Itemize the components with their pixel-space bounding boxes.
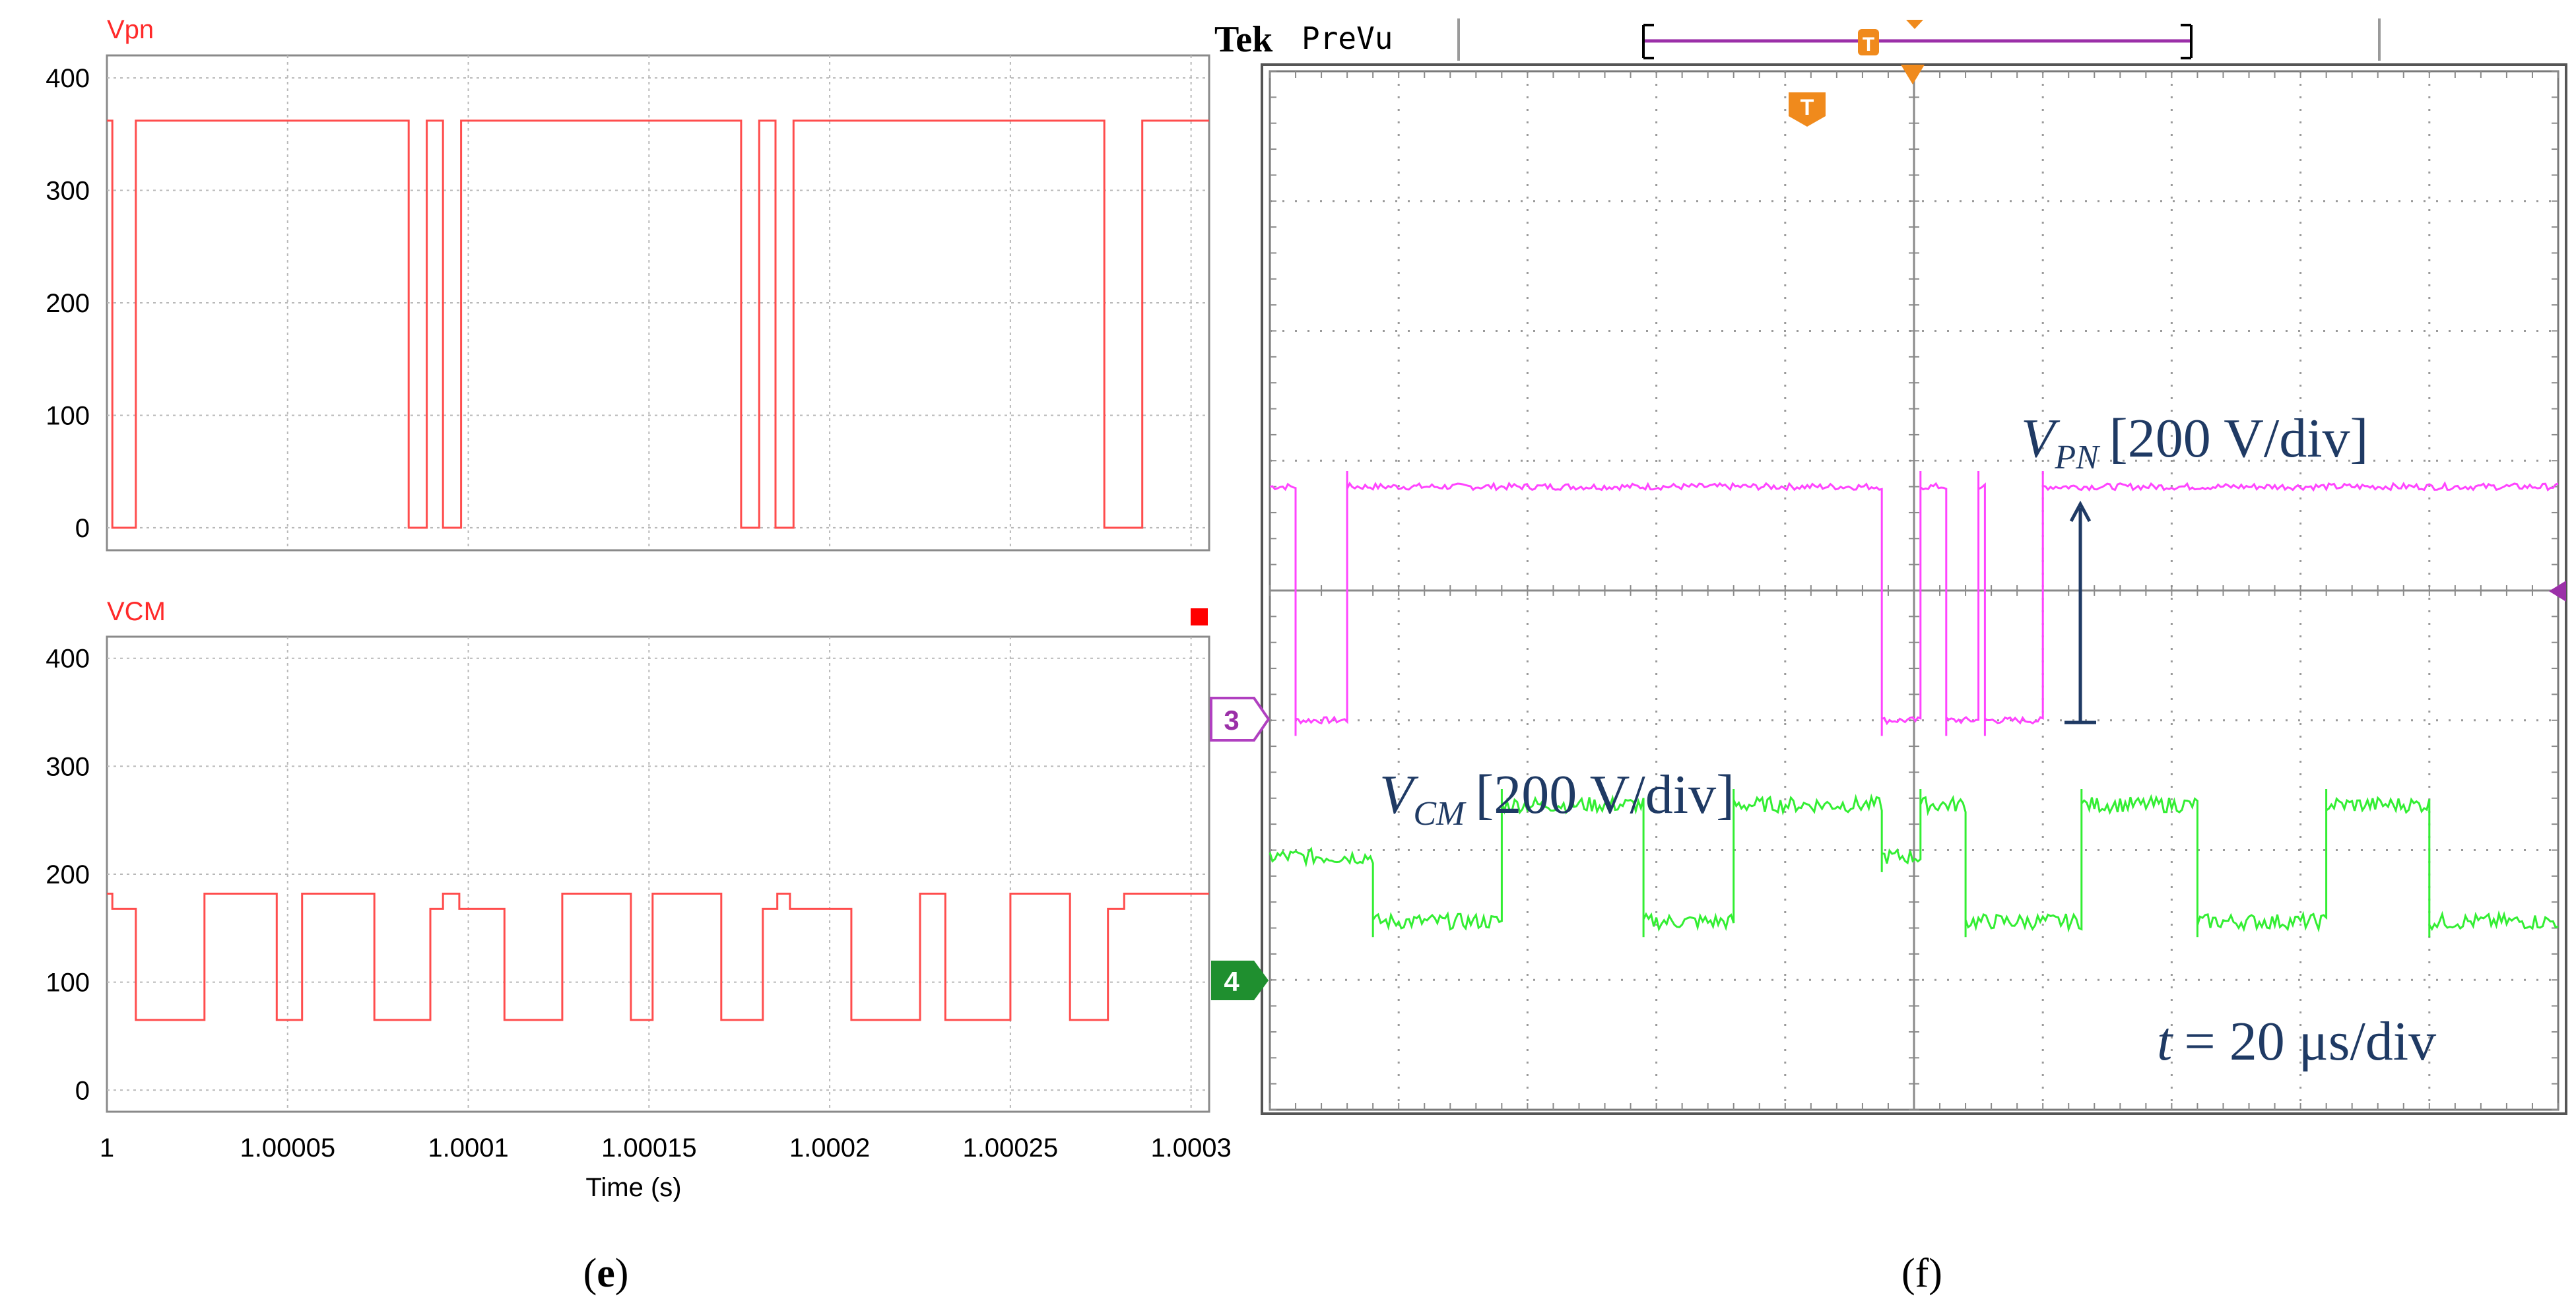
vpn-annotation-subscript: PN [2054,439,2101,476]
record-trigger-marker [1858,29,1879,55]
chart-e-bottom-grid [107,637,1209,1112]
trigger-icon: T [1789,92,1826,127]
x-axis-label: Time (s) [585,1173,681,1202]
y-tick-label: 200 [46,860,90,889]
vpn-annotation-scale: [200 V/div] [2109,408,2369,469]
series-line-scope-vcm [1269,789,2559,938]
channel-3-marker-shape [1210,697,1271,742]
y-tick-label: 400 [46,64,90,93]
record-position-arrow [1906,20,1923,29]
panel-label-e: (e) [583,1251,629,1296]
timebase-annotation-scale: = 20 μs/div [2184,1011,2436,1072]
chart-e-top-y-axis: 0 100 200 300 400 [46,64,90,543]
trigger-icon-label: T [1800,95,1814,120]
vcm-annotation-scale: [200 V/div] [1475,764,1734,825]
series-line-scope-vpn [1269,471,2559,736]
x-tick-label: 1.0002 [789,1133,870,1163]
y-tick-label: 400 [46,645,90,674]
series-line-vcm [107,893,1209,1021]
y-tick-label: 100 [46,401,90,430]
panel-label-e-letter: e [597,1251,615,1296]
series-line-vpn [107,119,1209,529]
chart-e-bottom-x-axis: 1 1.00005 1.0001 1.00015 1.0002 1.00025 1.0003 [100,1133,1232,1163]
scope-brand: Tek [1214,19,1273,60]
scope-panel: Tek PreVu T T 3 4 [1210,18,2567,1115]
channel-3-marker-label: 3 [1224,705,1239,736]
vpn-amplitude-arrow [2064,500,2096,724]
channel-4-marker-label: 4 [1224,966,1239,997]
chart-e-top: Vpn 0 100 200 300 400 [46,15,1210,552]
panel-label-f: (f) [1901,1251,1942,1296]
channel-4-marker-shape [1211,961,1269,1000]
y-tick-label: 0 [75,514,90,543]
vcm-annotation-symbol: V [1379,764,1419,825]
timebase-annotation-symbol: t [2157,1011,2174,1072]
vcm-annotation-subscript: CM [1413,795,1467,833]
vpn-annotation-symbol: V [2021,408,2061,469]
record-trigger-marker-label: T [1863,34,1874,55]
channel-3-marker: 3 [1210,697,1271,742]
y-tick-label: 300 [46,177,90,206]
y-tick-label: 100 [46,969,90,998]
vcm-annotation: VCM [200 V/div] [1379,764,1734,833]
y-tick-label: 300 [46,752,90,781]
red-square-marker [1191,608,1208,625]
x-tick-label: 1 [100,1133,114,1163]
x-tick-label: 1.0001 [428,1133,508,1163]
timebase-annotation: t = 20 μs/div [2157,1011,2436,1072]
x-tick-label: 1.0003 [1150,1133,1231,1163]
vpn-arrow-head [2069,500,2092,523]
trigger-position-arrow [1901,65,1925,84]
chart-e-top-grid [107,55,1209,550]
chart-e-top-title: Vpn [107,15,154,44]
y-tick-label: 0 [75,1076,90,1105]
y-tick-label: 200 [46,289,90,318]
chart-e-bottom-title: VCM [107,597,166,626]
vpn-annotation: VPN [200 V/div] [2021,408,2369,476]
scope-mode: PreVu [1302,20,1393,56]
x-tick-label: 1.00025 [963,1133,1059,1163]
x-tick-label: 1.00005 [240,1133,335,1163]
trigger-icon-shape [1789,92,1826,127]
channel-4-marker: 4 [1211,961,1269,1000]
chart-e-bottom-y-axis: 0 100 200 300 400 [46,645,90,1106]
trigger-level-arrow [2549,581,2566,602]
x-tick-label: 1.00015 [601,1133,697,1163]
